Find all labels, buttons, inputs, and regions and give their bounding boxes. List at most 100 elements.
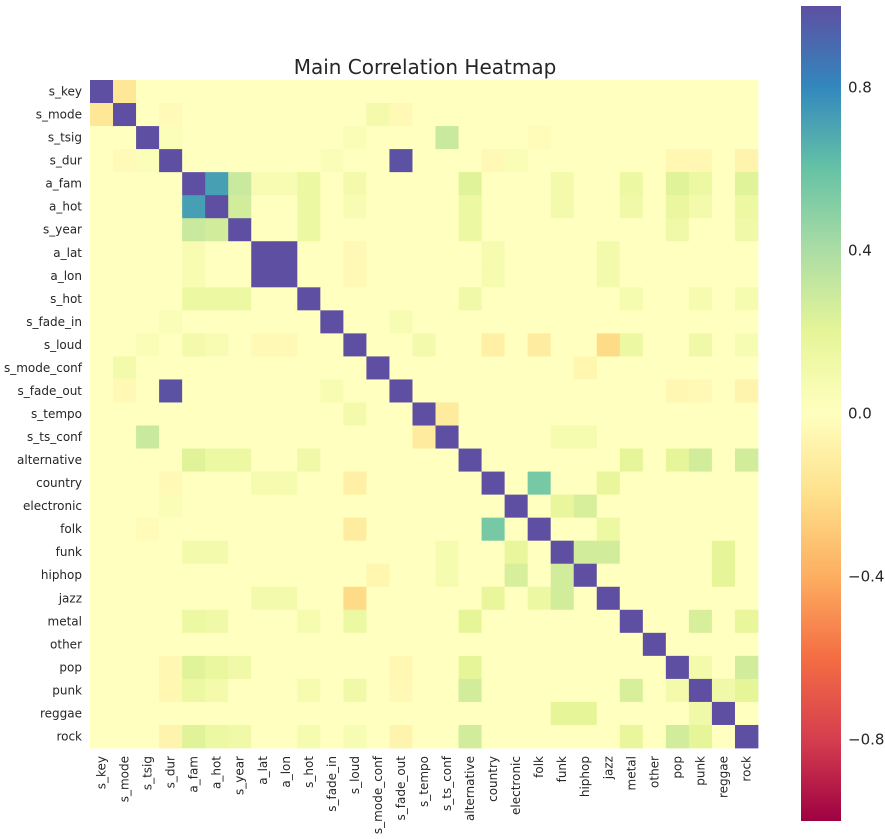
heatmap-cell [573, 195, 598, 219]
heatmap-cell [90, 586, 114, 611]
x-tick-label: funk [555, 756, 569, 782]
colorbar-tick-label: −0.8 [848, 731, 884, 749]
heatmap-cell [182, 356, 206, 380]
heatmap-cell [711, 701, 736, 726]
heatmap-cell [113, 701, 137, 726]
heatmap-cell [320, 494, 344, 519]
heatmap-cell [159, 287, 183, 311]
heatmap-cells [90, 80, 759, 749]
heatmap-cell [412, 425, 436, 449]
heatmap-cell [182, 724, 206, 749]
heatmap-cell [320, 425, 344, 449]
heatmap-cell [619, 356, 644, 380]
heatmap-cell [113, 402, 137, 426]
heatmap-cell [297, 333, 321, 357]
heatmap-cell [573, 655, 598, 680]
heatmap-cell [711, 678, 736, 703]
heatmap-cell [274, 632, 298, 657]
heatmap-cell [343, 425, 367, 449]
colorbar-tick-label: −0.4 [848, 568, 884, 586]
heatmap-cell [343, 264, 367, 288]
x-tick-labels: s_key s_mode s_tsig s_dur a_fam a_hot s_year a_… [95, 755, 754, 834]
x-tick-label: a_hot [210, 756, 224, 789]
y-tick-label: s_year [43, 223, 82, 237]
heatmap-cell [136, 586, 160, 611]
heatmap-cell [412, 264, 436, 288]
heatmap-cell [182, 333, 206, 357]
heatmap-cell [366, 471, 390, 496]
heatmap-cell [366, 701, 390, 726]
heatmap-cell [90, 540, 114, 565]
heatmap-cell [688, 448, 713, 472]
heatmap-cell [665, 333, 690, 357]
heatmap-cell [159, 425, 183, 449]
heatmap-cell [182, 517, 206, 542]
heatmap-cell [366, 563, 390, 588]
heatmap-cell [228, 310, 252, 334]
heatmap-cell [527, 126, 552, 150]
heatmap-cell [343, 586, 367, 611]
heatmap-cell [90, 609, 114, 634]
heatmap-cell [504, 379, 529, 403]
heatmap-cell [366, 149, 390, 173]
heatmap-cell [596, 310, 621, 334]
heatmap-cell [320, 379, 344, 403]
heatmap-cell [343, 80, 367, 104]
heatmap-cell [435, 540, 459, 565]
heatmap-cell [113, 126, 137, 150]
heatmap-cell [182, 287, 206, 311]
heatmap-cell [527, 172, 552, 196]
heatmap-cell [251, 632, 275, 657]
heatmap-cell [251, 563, 275, 588]
heatmap-cell [596, 494, 621, 519]
heatmap-cell [136, 287, 160, 311]
heatmap-cell [90, 632, 114, 657]
heatmap-cell [274, 540, 298, 565]
heatmap-cell [435, 609, 459, 634]
heatmap-cell [435, 356, 459, 380]
heatmap-cell [343, 356, 367, 380]
heatmap-cell [527, 103, 552, 127]
heatmap-cell [734, 356, 759, 380]
heatmap-cell [297, 678, 321, 703]
heatmap-cell [504, 287, 529, 311]
heatmap-cell [228, 149, 252, 173]
heatmap-cell [435, 563, 459, 588]
heatmap-cell [481, 701, 506, 726]
heatmap-cell [734, 448, 759, 472]
y-tick-label: alternative [17, 453, 82, 467]
heatmap-cell [274, 494, 298, 519]
heatmap-cell [481, 287, 506, 311]
heatmap-cell [573, 333, 598, 357]
heatmap-cell [550, 149, 575, 173]
y-tick-label: funk [56, 545, 82, 559]
x-tick-label: alternative [463, 756, 477, 821]
heatmap-cell [573, 103, 598, 127]
heatmap-cell [90, 80, 114, 104]
heatmap-cell [596, 563, 621, 588]
heatmap-cell [251, 333, 275, 357]
x-tick-label: s_fade_out [394, 756, 408, 821]
heatmap-cell [619, 310, 644, 334]
heatmap-cell [550, 448, 575, 472]
y-tick-label: s_mode [36, 108, 82, 122]
heatmap-cell [297, 195, 321, 219]
heatmap-cell [550, 80, 575, 104]
heatmap-cell [343, 402, 367, 426]
heatmap-cell [550, 402, 575, 426]
y-tick-label: a_lon [50, 269, 82, 283]
heatmap-cell [527, 586, 552, 611]
heatmap-cell [596, 448, 621, 472]
heatmap-cell [113, 241, 137, 265]
heatmap-cell [619, 540, 644, 565]
heatmap-cell [458, 563, 482, 588]
heatmap-cell [389, 172, 413, 196]
heatmap-cell [412, 655, 436, 680]
x-tick-label: rock [739, 756, 753, 782]
heatmap-cell [159, 517, 183, 542]
heatmap-cell [596, 218, 621, 242]
heatmap-cell [435, 632, 459, 657]
heatmap-cell [665, 632, 690, 657]
heatmap-cell [297, 724, 321, 749]
